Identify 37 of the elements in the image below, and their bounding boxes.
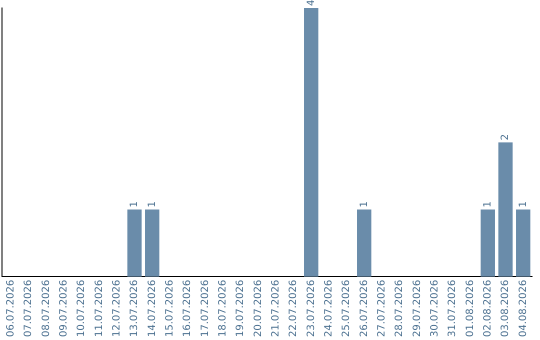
x-tick-label: 18.07.2026	[217, 280, 228, 338]
x-tick-label: 28.07.2026	[394, 280, 406, 338]
x-tick-label: 10.07.2026	[76, 280, 88, 338]
x-tick-label: 27.07.2026	[376, 280, 388, 338]
x-tick-label: 29.07.2026	[412, 280, 423, 338]
x-tick-label: 15.07.2026	[164, 280, 176, 338]
x-tick-label: 26.07.2026	[358, 280, 370, 338]
data-label: 1	[358, 201, 370, 208]
data-label: 1	[518, 201, 529, 208]
x-tick-label: 21.07.2026	[270, 280, 282, 338]
data-label: 1	[146, 201, 158, 208]
x-tick-label: 12.07.2026	[111, 280, 122, 338]
x-tick-label: 31.07.2026	[447, 280, 458, 338]
x-tick-label: 13.07.2026	[129, 280, 140, 338]
x-tick-label: 07.07.2026	[23, 280, 34, 338]
data-label: 2	[500, 134, 512, 140]
x-tick-label: 14.07.2026	[146, 280, 158, 338]
data-label: 4	[306, 0, 317, 6]
x-tick-label: 02.08.2026	[482, 280, 494, 338]
x-tick-label: 30.07.2026	[429, 280, 440, 338]
x-tick-label: 19.07.2026	[235, 280, 246, 338]
x-tick-label: 09.07.2026	[58, 280, 70, 338]
x-tick-label: 04.08.2026	[518, 280, 529, 338]
data-label: 1	[482, 201, 494, 208]
x-tick-label: 03.08.2026	[500, 280, 512, 338]
x-tick-label: 11.07.2026	[94, 280, 105, 338]
x-tick-label: 25.07.2026	[341, 280, 352, 338]
x-tick-label: 08.07.2026	[40, 280, 52, 338]
x-tick-label: 17.07.2026	[200, 280, 211, 338]
x-tick-label: 16.07.2026	[182, 280, 194, 338]
x-tick-label: 23.07.2026	[306, 280, 317, 338]
x-tick-label: 06.07.2026	[5, 280, 16, 338]
x-tick-label: 01.08.2026	[464, 280, 476, 338]
x-tick-label: 24.07.2026	[323, 280, 334, 338]
x-tick-label: 20.07.2026	[252, 280, 264, 338]
x-tick-label: 22.07.2026	[288, 280, 300, 338]
data-label: 1	[129, 201, 140, 208]
